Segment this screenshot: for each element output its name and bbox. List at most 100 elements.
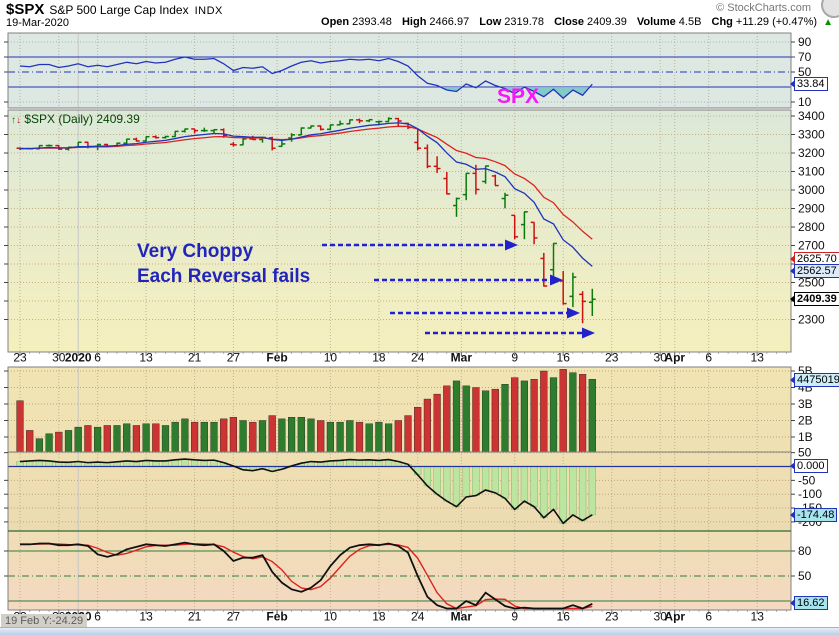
- symbol-header: $SPX S&P 500 Large Cap Index INDX: [6, 1, 223, 19]
- svg-text:13: 13: [139, 351, 153, 365]
- svg-text:6: 6: [705, 351, 712, 365]
- svg-text:24: 24: [411, 610, 425, 624]
- symbol: $SPX: [6, 1, 45, 18]
- svg-text:3000: 3000: [798, 183, 825, 197]
- price-panel-title-text: $SPX (Daily) 2409.39: [24, 112, 140, 126]
- svg-text:3B: 3B: [798, 397, 813, 411]
- updown-icon: ↓: [16, 115, 21, 126]
- copyright: © StockCharts.com: [716, 2, 811, 14]
- rsi-panel-label: SPX: [497, 85, 540, 108]
- svg-text:13: 13: [139, 610, 153, 624]
- svg-text:23: 23: [13, 351, 27, 365]
- svg-text:2B: 2B: [798, 414, 813, 428]
- svg-text:30: 30: [654, 610, 668, 624]
- svg-text:30: 30: [52, 351, 66, 365]
- svg-text:70: 70: [798, 50, 812, 64]
- svg-text:-50: -50: [798, 473, 816, 487]
- svg-text:50: 50: [798, 569, 812, 583]
- stockcharts-logo-icon: [821, 0, 839, 18]
- rsi-panel: [8, 33, 791, 108]
- svg-text:6: 6: [705, 610, 712, 624]
- volume-bars: [16, 369, 596, 453]
- symbol-name: S&P 500 Large Cap Index: [49, 3, 189, 17]
- close-value-flag: 2409.39: [790, 292, 839, 306]
- svg-text:13: 13: [751, 610, 765, 624]
- quote-value: 2409.39: [587, 16, 627, 28]
- svg-text:Mar: Mar: [451, 351, 473, 365]
- quote-value: 2319.78: [504, 16, 545, 28]
- arrowhead: [567, 307, 580, 319]
- osc-zero-flag: 0.000: [790, 459, 828, 473]
- crosshair-readout: 19 Feb Y:-24.29: [1, 614, 88, 628]
- quote-label: Volume: [636, 16, 676, 28]
- svg-text:27: 27: [227, 610, 241, 624]
- price-panel-title: ↑↓ $SPX (Daily) 2409.39: [11, 112, 140, 126]
- quote-value: +11.29 (+0.47%): [735, 16, 818, 28]
- arrowhead: [550, 274, 563, 286]
- svg-text:-100: -100: [798, 487, 822, 501]
- svg-text:50: 50: [798, 446, 812, 460]
- annotation-line-1: Very Choppy: [137, 241, 254, 262]
- svg-text:3200: 3200: [798, 146, 825, 160]
- quote-label: Open: [321, 16, 350, 28]
- annotation-line-2: Each Reversal fails: [137, 266, 311, 287]
- svg-text:2700: 2700: [798, 239, 825, 253]
- svg-text:27: 27: [227, 351, 241, 365]
- ma-fast-line: [19, 122, 593, 267]
- svg-text:2020: 2020: [65, 351, 92, 365]
- svg-text:23: 23: [605, 610, 619, 624]
- stoch-line: [20, 541, 593, 610]
- quote-label: High: [401, 16, 427, 28]
- svg-text:24: 24: [411, 351, 425, 365]
- quote-label: Close: [554, 16, 585, 28]
- svg-text:23: 23: [605, 351, 619, 365]
- svg-text:2300: 2300: [798, 313, 825, 327]
- svg-text:21: 21: [188, 351, 202, 365]
- svg-text:6: 6: [94, 610, 101, 624]
- svg-text:3100: 3100: [798, 165, 825, 179]
- change-up-arrow-icon: ▲: [823, 17, 833, 28]
- svg-text:21: 21: [188, 610, 202, 624]
- bottom-scrollbar[interactable]: [0, 627, 839, 635]
- chart-header: $SPX S&P 500 Large Cap Index INDX 19-Mar-2…: [0, 0, 839, 30]
- updown-icon: ↑: [11, 115, 16, 126]
- quote-value: 2466.97: [429, 16, 470, 28]
- chart-date: 19-Mar-2020: [6, 17, 69, 29]
- quote-value: 2393.48: [352, 16, 392, 28]
- svg-text:2500: 2500: [798, 276, 825, 290]
- svg-text:2900: 2900: [798, 202, 825, 216]
- svg-text:9: 9: [511, 610, 518, 624]
- exchange: INDX: [194, 5, 223, 17]
- svg-text:10: 10: [324, 610, 338, 624]
- svg-text:16: 16: [557, 351, 571, 365]
- svg-text:10: 10: [798, 95, 812, 109]
- ma-slow-line: [19, 125, 593, 240]
- svg-text:80: 80: [798, 544, 812, 558]
- quote-label: Chg: [711, 16, 733, 28]
- rsi-line: [19, 56, 593, 100]
- svg-text:30: 30: [654, 351, 668, 365]
- quote-label: Low: [479, 16, 502, 28]
- svg-text:1B: 1B: [798, 430, 813, 444]
- svg-text:90: 90: [798, 35, 812, 49]
- svg-text:3400: 3400: [798, 109, 825, 123]
- svg-text:9: 9: [511, 351, 518, 365]
- svg-text:Feb: Feb: [266, 351, 287, 365]
- svg-text:10: 10: [324, 351, 338, 365]
- svg-text:6: 6: [94, 351, 101, 365]
- arrowhead: [582, 327, 595, 339]
- stoch-panel: [8, 531, 791, 610]
- svg-text:13: 13: [751, 351, 765, 365]
- svg-text:18: 18: [372, 351, 386, 365]
- svg-text:2800: 2800: [798, 220, 825, 234]
- svg-text:16: 16: [557, 610, 571, 624]
- quote-line: Open 2393.48 High 2466.97 Low 2319.78 Close…: [314, 16, 833, 28]
- svg-text:Apr: Apr: [664, 610, 685, 624]
- svg-text:3300: 3300: [798, 128, 825, 142]
- osc-value-flag: -174.48: [789, 508, 838, 522]
- svg-text:50: 50: [798, 65, 812, 79]
- arrowhead: [505, 239, 518, 251]
- price-panel: [8, 110, 791, 352]
